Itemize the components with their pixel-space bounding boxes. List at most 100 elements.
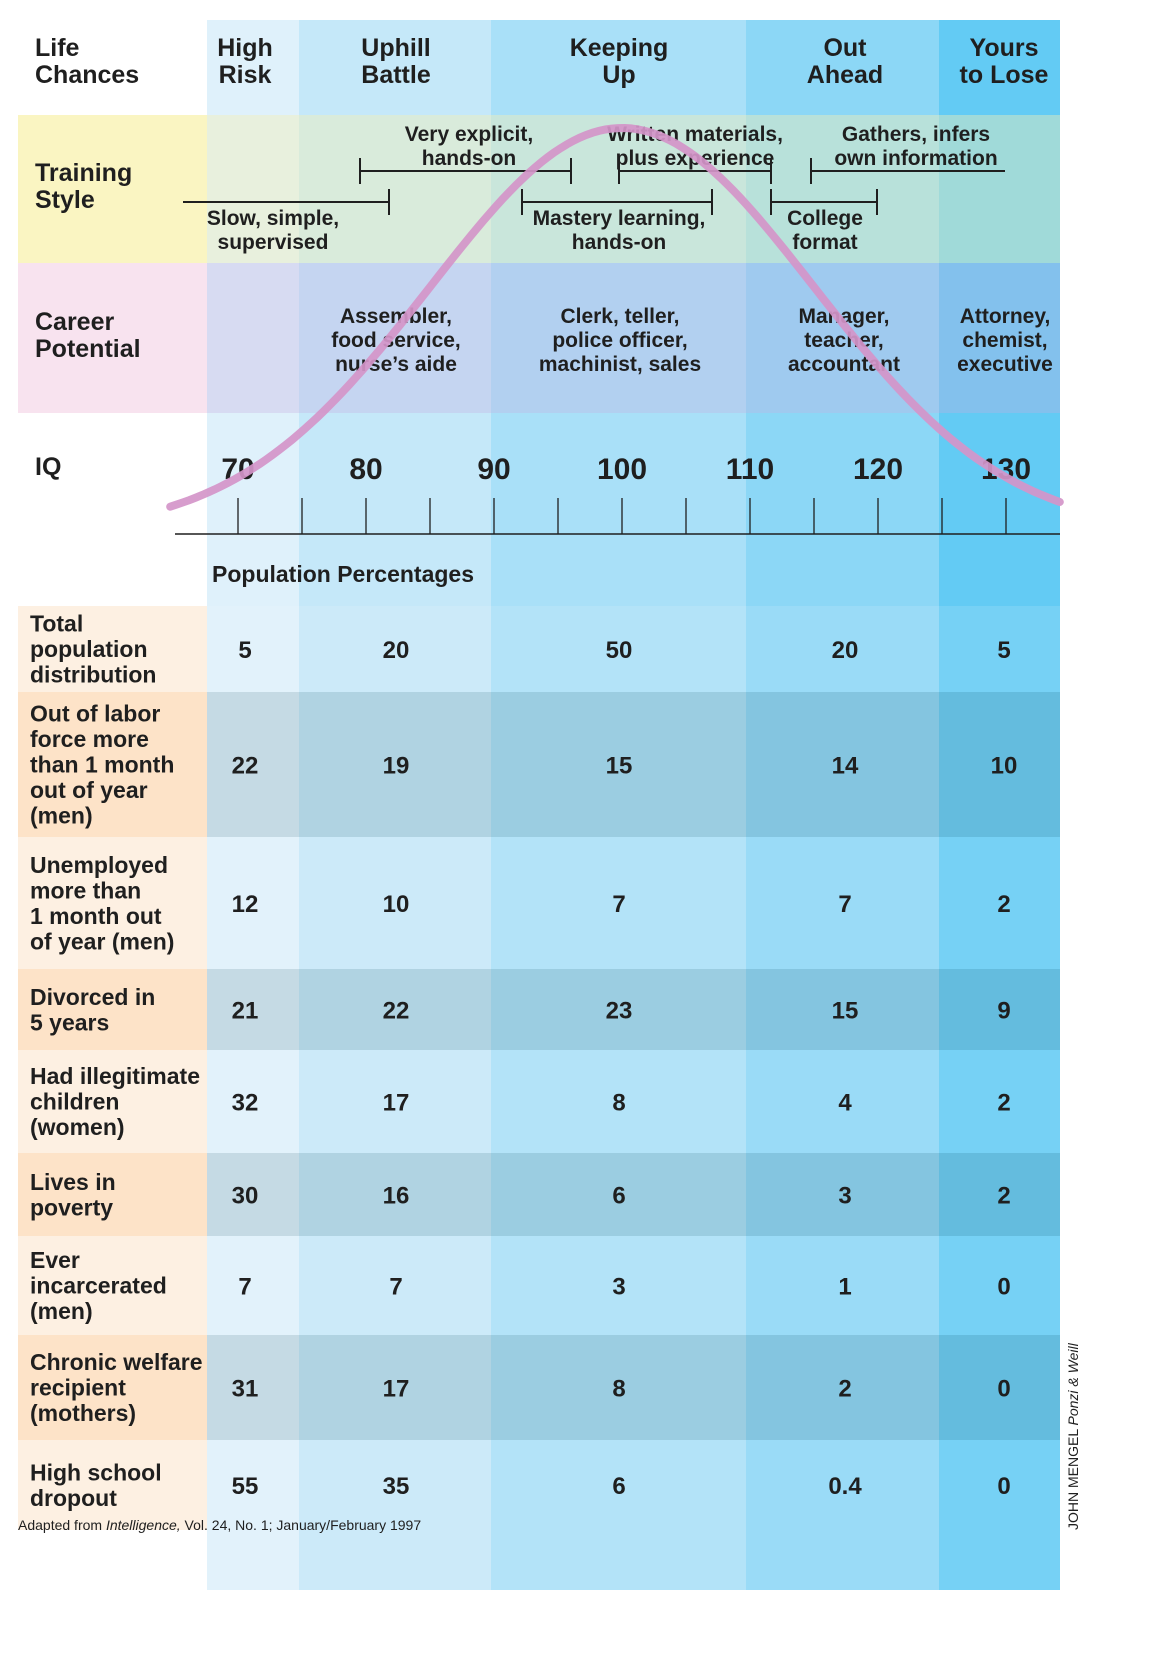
table-row-label-cell bbox=[18, 1153, 207, 1236]
source-note: Adapted from Intelligence, Vol. 24, No. … bbox=[18, 1517, 421, 1533]
iq-tick-label: 90 bbox=[477, 453, 510, 486]
table-row-band bbox=[207, 1236, 1060, 1335]
table-row-label-line: population bbox=[30, 636, 148, 662]
table-value: 0 bbox=[997, 1274, 1010, 1301]
table-value: 10 bbox=[991, 753, 1018, 780]
table-value: 55 bbox=[232, 1473, 259, 1500]
column-band bbox=[299, 20, 491, 1590]
table-value: 7 bbox=[838, 891, 851, 918]
table-value: 22 bbox=[383, 998, 410, 1025]
training-style-label-line: Very explicit, bbox=[405, 123, 533, 146]
table-value: 7 bbox=[389, 1274, 402, 1301]
column-header-line: High bbox=[217, 34, 273, 62]
training-style-label-line: hands-on bbox=[572, 231, 667, 254]
table-value: 2 bbox=[997, 1090, 1010, 1117]
table-row-label-cell bbox=[18, 969, 207, 1050]
career-job-label-line: Manager, bbox=[798, 305, 889, 328]
training-style-label-line: hands-on bbox=[422, 147, 517, 170]
career-job-label-line: teacher, bbox=[804, 329, 883, 352]
table-value: 20 bbox=[832, 637, 859, 664]
training-style-label-line: Gathers, infers bbox=[842, 123, 990, 146]
table-row-band bbox=[207, 1335, 1060, 1440]
table-value: 15 bbox=[832, 998, 859, 1025]
table-row-label-line: 5 years bbox=[30, 1009, 109, 1035]
table-value: 17 bbox=[383, 1090, 410, 1117]
career-job-label-line: chemist, bbox=[962, 329, 1047, 352]
table-value: 0 bbox=[997, 1376, 1010, 1403]
career-potential-title-line: Potential bbox=[35, 335, 141, 363]
footer-layer: Adapted from Intelligence, Vol. 24, No. … bbox=[18, 1342, 1081, 1533]
table-row-label-line: than 1 month bbox=[30, 752, 174, 778]
column-header-line: to Lose bbox=[960, 61, 1049, 89]
table-value: 0 bbox=[997, 1473, 1010, 1500]
artist-name: JOHN MENGEL bbox=[1065, 1426, 1081, 1531]
training-style-label-line: Mastery learning, bbox=[533, 207, 706, 230]
table-row-label-line: 1 month out bbox=[30, 903, 162, 929]
table-value: 31 bbox=[232, 1376, 259, 1403]
table-value: 22 bbox=[232, 753, 259, 780]
table-value: 15 bbox=[606, 753, 633, 780]
table-value: 35 bbox=[383, 1473, 410, 1500]
table-row-label-line: distribution bbox=[30, 662, 156, 688]
table-value: 9 bbox=[997, 998, 1010, 1025]
table-row-label-line: (men) bbox=[30, 1298, 93, 1324]
table-value: 3 bbox=[612, 1274, 625, 1301]
table-row-label-cell bbox=[18, 1050, 207, 1153]
table-row-label-line: out of year bbox=[30, 777, 148, 803]
table-row-band bbox=[207, 1440, 1060, 1530]
table-value: 20 bbox=[383, 637, 410, 664]
table-row-band bbox=[207, 1050, 1060, 1153]
table-value: 30 bbox=[232, 1183, 259, 1210]
table-row-band bbox=[207, 1153, 1060, 1236]
table-value: 10 bbox=[383, 891, 410, 918]
career-job-label-line: Assembler, bbox=[340, 305, 452, 328]
training-style-label-line: own information bbox=[834, 147, 997, 170]
column-header-line: Battle bbox=[361, 61, 431, 89]
table-row-band bbox=[207, 692, 1060, 837]
column-header-line: Keeping bbox=[570, 34, 669, 62]
table-row-label-line: incarcerated bbox=[30, 1273, 167, 1299]
column-header-line: Risk bbox=[219, 61, 272, 89]
normal-distribution-curve bbox=[166, 123, 1064, 511]
table-row-label-cell bbox=[18, 1335, 207, 1440]
column-header-line: Up bbox=[602, 61, 635, 89]
table-value: 21 bbox=[232, 998, 259, 1025]
career-job-label-line: executive bbox=[957, 353, 1053, 376]
career-job-label-line: food service, bbox=[331, 329, 461, 352]
table-row-label-line: Unemployed bbox=[30, 852, 168, 878]
column-header-line: Ahead bbox=[807, 61, 883, 89]
table-value: 8 bbox=[612, 1376, 625, 1403]
training-band-overlay bbox=[207, 115, 1060, 263]
training-style-label-line: Slow, simple, bbox=[207, 207, 339, 230]
table-value: 6 bbox=[612, 1183, 625, 1210]
career-job-label-line: Clerk, teller, bbox=[560, 305, 679, 328]
table-row-label-line: dropout bbox=[30, 1485, 117, 1511]
career-job-label-line: machinist, sales bbox=[539, 353, 701, 376]
table-row-label-cell bbox=[18, 606, 207, 692]
table-row-label-line: Out of labor bbox=[30, 701, 160, 727]
table-row-label-cell bbox=[18, 1236, 207, 1335]
source-journal: Intelligence, bbox=[106, 1517, 181, 1533]
table-row-label-line: poverty bbox=[30, 1194, 113, 1220]
source-prefix: Adapted from bbox=[18, 1517, 106, 1533]
training-label-box bbox=[18, 115, 207, 263]
table-value: 8 bbox=[612, 1090, 625, 1117]
artist-credit: JOHN MENGEL Ponzi & Weill bbox=[1065, 1342, 1081, 1530]
table-row-label-line: (women) bbox=[30, 1114, 125, 1140]
table-value: 17 bbox=[383, 1376, 410, 1403]
publisher-name: Ponzi & Weill bbox=[1065, 1342, 1081, 1425]
table-row-label-line: Ever bbox=[30, 1247, 80, 1273]
table-value: 14 bbox=[832, 753, 859, 780]
table-value: 5 bbox=[997, 637, 1010, 664]
source-suffix: Vol. 24, No. 1; January/February 1997 bbox=[181, 1517, 422, 1533]
table-row-band bbox=[207, 606, 1060, 692]
column-header-line: Uphill bbox=[361, 34, 430, 62]
training-style-title-line: Training bbox=[35, 159, 132, 187]
table-row-label-line: Lives in bbox=[30, 1169, 116, 1195]
